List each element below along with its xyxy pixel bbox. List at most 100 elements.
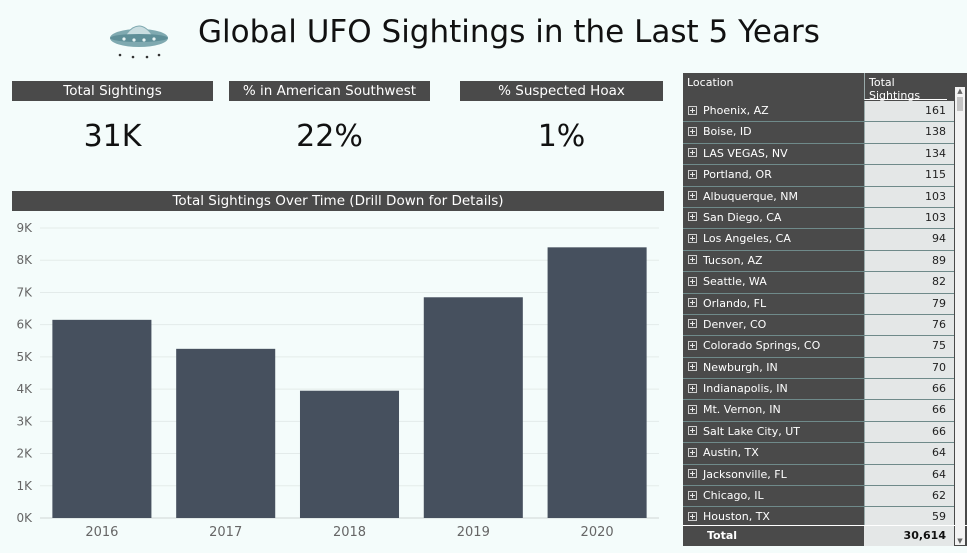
- table-row[interactable]: Denver, CO 76: [683, 314, 954, 337]
- bar-2020[interactable]: [547, 247, 647, 519]
- bar-2019[interactable]: [423, 297, 523, 518]
- total-sightings-cell: 103: [864, 207, 954, 229]
- total-sightings-cell: 62: [864, 486, 954, 507]
- bar-2018[interactable]: [299, 390, 400, 518]
- x-tick-label: 2016: [85, 525, 118, 540]
- expand-plus-icon[interactable]: [688, 447, 697, 457]
- table-row[interactable]: Mt. Vernon, IN 66: [683, 400, 954, 422]
- expand-plus-icon[interactable]: [688, 169, 697, 179]
- total-sightings-cell: 70: [864, 357, 954, 379]
- expand-plus-icon[interactable]: [688, 191, 697, 201]
- table-row[interactable]: Boise, ID 138: [683, 122, 954, 144]
- total-sightings-cell: 82: [864, 272, 954, 293]
- kpi-card-total-sightings[interactable]: Total Sightings 31K: [12, 81, 213, 161]
- location-cell: Chicago, IL: [683, 486, 864, 506]
- location-name: Los Angeles, CA: [703, 232, 791, 246]
- expand-plus-icon[interactable]: [688, 383, 697, 393]
- y-tick-label: 3K: [16, 414, 33, 428]
- location-cell: Seattle, WA: [683, 272, 864, 292]
- table-row[interactable]: Newburgh, IN 70: [683, 357, 954, 380]
- table-header: Location Total Sightings ▼: [683, 73, 967, 111]
- location-name: Salt Lake City, UT: [703, 424, 801, 438]
- location-name: Albuquerque, NM: [703, 189, 799, 203]
- kpi-label: Total Sightings: [12, 81, 213, 101]
- total-sightings-cell: 138: [864, 122, 954, 143]
- table-row[interactable]: Chicago, IL 62: [683, 486, 954, 508]
- expand-plus-icon[interactable]: [688, 469, 697, 479]
- expand-plus-icon[interactable]: [688, 233, 697, 243]
- report-header: Global UFO Sightings in the Last 5 Years: [0, 0, 820, 72]
- kpi-card-american-southwest[interactable]: % in American Southwest 22%: [229, 81, 430, 161]
- y-tick-label: 0K: [16, 511, 33, 525]
- x-tick-label: 2018: [333, 525, 366, 540]
- expand-plus-icon[interactable]: [688, 404, 697, 414]
- total-sightings-cell: 76: [864, 314, 954, 336]
- total-sightings-cell: 66: [864, 421, 954, 443]
- table-row[interactable]: LAS VEGAS, NV 134: [683, 143, 954, 166]
- kpi-card-suspected-hoax[interactable]: % Suspected Hoax 1%: [460, 81, 663, 161]
- location-name: Newburgh, IN: [703, 360, 778, 374]
- column-header-total-sightings[interactable]: Total Sightings ▼: [864, 73, 947, 111]
- expand-plus-icon[interactable]: [688, 212, 697, 222]
- expand-plus-icon[interactable]: [688, 490, 697, 500]
- expand-plus-icon[interactable]: [688, 340, 697, 350]
- scroll-thumb[interactable]: [957, 97, 963, 111]
- sightings-over-time-chart[interactable]: Total Sightings Over Time (Drill Down fo…: [10, 191, 664, 546]
- table-row[interactable]: Albuquerque, NM 103: [683, 186, 954, 208]
- table-row[interactable]: San Diego, CA 103: [683, 207, 954, 230]
- table-row[interactable]: Portland, OR 115: [683, 165, 954, 187]
- location-name: Phoenix, AZ: [703, 104, 769, 117]
- expand-plus-icon[interactable]: [688, 126, 697, 136]
- total-sightings-cell: 115: [864, 165, 954, 186]
- table-row[interactable]: Salt Lake City, UT 66: [683, 421, 954, 444]
- expand-plus-icon[interactable]: [688, 298, 697, 308]
- table-row[interactable]: Tucson, AZ 89: [683, 250, 954, 273]
- total-sightings-cell: 134: [864, 143, 954, 165]
- location-cell: Indianapolis, IN: [683, 379, 864, 399]
- total-sightings-cell: 89: [864, 250, 954, 272]
- scroll-up-arrow-icon[interactable]: ▲: [957, 87, 963, 95]
- table-body: Phoenix, AZ 161 Boise, ID 138 LAS VEGAS, NV 1…: [683, 101, 954, 529]
- location-cell: San Diego, CA: [683, 208, 864, 228]
- scroll-down-arrow-icon[interactable]: ▼: [957, 537, 963, 545]
- table-row[interactable]: Phoenix, AZ 161: [683, 101, 954, 123]
- expand-plus-icon[interactable]: [688, 319, 697, 329]
- location-cell: Colorado Springs, CO: [683, 336, 864, 356]
- location-name: Colorado Springs, CO: [703, 339, 821, 353]
- kpi-value: 31K: [83, 119, 142, 154]
- y-tick-label: 5K: [16, 350, 33, 364]
- bar-2016[interactable]: [52, 319, 152, 518]
- table-row[interactable]: Jacksonville, FL 64: [683, 464, 954, 487]
- location-table[interactable]: Location Total Sightings ▼ Phoenix, AZ 16…: [683, 73, 967, 546]
- location-cell: Mt. Vernon, IN: [683, 400, 864, 420]
- table-row[interactable]: Los Angeles, CA 94: [683, 229, 954, 251]
- table-row[interactable]: Indianapolis, IN 66: [683, 379, 954, 401]
- x-tick-label: 2019: [457, 525, 490, 540]
- location-name: LAS VEGAS, NV: [703, 146, 788, 160]
- location-cell: Albuquerque, NM: [683, 187, 864, 207]
- y-tick-label: 4K: [16, 382, 33, 396]
- table-row[interactable]: Orlando, FL 79: [683, 293, 954, 315]
- expand-plus-icon[interactable]: [688, 148, 697, 158]
- expand-plus-icon[interactable]: [688, 362, 697, 372]
- x-tick-label: 2017: [209, 525, 242, 540]
- location-name: Jacksonville, FL: [703, 467, 787, 481]
- location-name: Portland, OR: [703, 168, 772, 182]
- expand-plus-icon[interactable]: [688, 426, 697, 436]
- bar-2017[interactable]: [176, 348, 276, 518]
- column-header-label: Total Sightings: [869, 76, 921, 102]
- expand-plus-icon[interactable]: [688, 511, 697, 521]
- table-scrollbar[interactable]: ▲ ▼: [955, 87, 965, 545]
- expand-plus-icon[interactable]: [688, 276, 697, 286]
- location-name: Seattle, WA: [703, 275, 767, 289]
- location-cell: Newburgh, IN: [683, 358, 864, 378]
- expand-plus-icon[interactable]: [688, 105, 697, 115]
- bar-chart-svg[interactable]: 0K 1K 2K 3K 4K 5K 6K 7K 8K 9K 2016 2017 2018 2019 2020: [10, 213, 664, 546]
- column-header-location[interactable]: Location: [687, 76, 734, 89]
- expand-plus-icon[interactable]: [688, 255, 697, 265]
- table-row[interactable]: Seattle, WA 82: [683, 272, 954, 294]
- table-row[interactable]: Austin, TX 64: [683, 443, 954, 465]
- table-row[interactable]: Colorado Springs, CO 75: [683, 336, 954, 358]
- location-name: Mt. Vernon, IN: [703, 403, 781, 417]
- location-name: Chicago, IL: [703, 489, 764, 503]
